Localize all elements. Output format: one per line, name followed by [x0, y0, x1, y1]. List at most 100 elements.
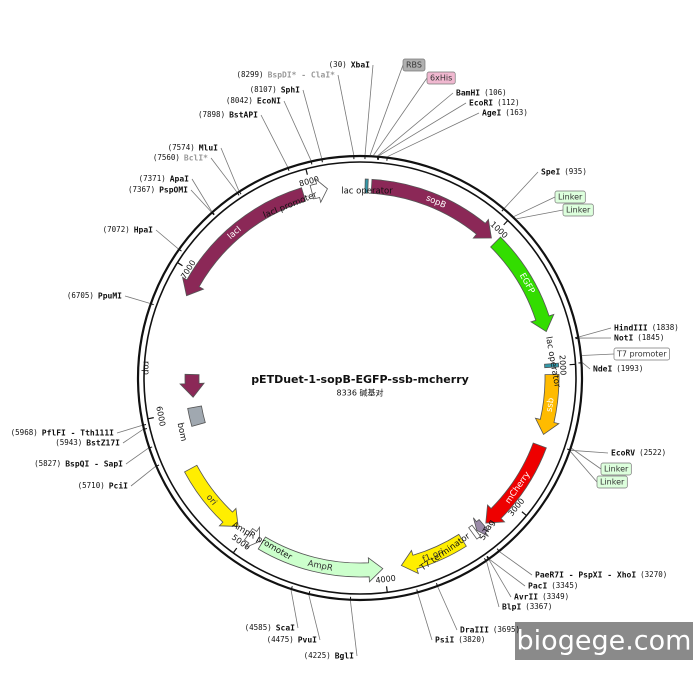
site-name: PciI [109, 481, 128, 491]
site-leader [437, 586, 458, 631]
site-leader [125, 447, 149, 465]
annotation-leader [513, 196, 556, 217]
feature-label: ssb [545, 397, 557, 413]
plasmid-length: 8336 碱基对 [337, 388, 384, 398]
site-tick [142, 428, 148, 430]
site-name: HpaI [134, 226, 153, 235]
site-tick [210, 211, 215, 216]
site-leader [122, 429, 144, 444]
annotation-label: Linker [600, 478, 625, 487]
site-position: (3820) [458, 635, 485, 644]
site-name: EcoNI [257, 97, 281, 106]
feature-arc [485, 442, 547, 524]
annotation-box [426, 71, 456, 85]
site-leader [570, 449, 609, 454]
annotation-label: RBS [406, 61, 422, 70]
feature-arc [544, 362, 560, 369]
site-name: AvrII [514, 593, 538, 602]
site-leader [283, 100, 312, 161]
feature-label: bom [175, 422, 189, 443]
feature-arc [534, 373, 560, 436]
site-tick [290, 586, 293, 591]
restriction-site: PciI (5710) [78, 464, 160, 491]
scale-tick [503, 220, 509, 226]
site-tick [496, 548, 501, 553]
site-position: (7898) [198, 110, 225, 119]
site-tick [501, 207, 505, 212]
scale-tick-label: 4000 [375, 574, 396, 585]
site-name: EcoRI [469, 99, 493, 108]
site-leader [579, 327, 612, 338]
restriction-site: NotI (1845) [575, 333, 664, 343]
restriction-site: BamHI (106) [376, 88, 507, 160]
feature-arc [468, 524, 482, 540]
site-position: (7367) [128, 185, 155, 194]
site-position: (6705) [67, 291, 94, 300]
site-name: PpuMI [98, 292, 122, 301]
site-name: NdeI [593, 365, 612, 374]
site-position: (5827) [34, 459, 61, 468]
annotation: 6xHis [373, 71, 456, 156]
annotation: Linker [570, 451, 628, 489]
feature-arc [181, 187, 307, 297]
scale-tick [305, 168, 308, 175]
annotation: RBS [369, 58, 426, 156]
watermark-box [515, 622, 693, 660]
site-name: SpeI [541, 168, 560, 177]
feature-label: lac operator [341, 187, 393, 197]
site-position: (4475) [267, 635, 294, 644]
restriction-site: DraIII (3695) [435, 583, 520, 635]
site-name: PvuI [298, 636, 317, 645]
annotation-leader [581, 353, 615, 356]
site-leader [302, 89, 323, 159]
scale-tick [385, 586, 388, 593]
annotation-label: Linker [566, 206, 591, 215]
site-tick [575, 337, 580, 340]
site-leader [260, 114, 289, 168]
site-name: PaeR7I - PspXI - XhoI [535, 571, 636, 580]
annotation-box [402, 58, 426, 72]
site-tick [238, 190, 242, 195]
site-position: (4225) [304, 651, 331, 660]
feature-arc [472, 517, 489, 537]
annotation-leader [571, 448, 602, 470]
site-leader [377, 92, 454, 157]
restriction-site: PflFI - Tth111I (5968) [11, 424, 147, 438]
scale-tick [177, 262, 183, 267]
annotation-label: Linker [558, 193, 583, 202]
site-position: (163) [505, 108, 528, 117]
site-leader [486, 561, 500, 608]
site-position: (3349) [542, 592, 569, 601]
site-position: (1838) [652, 323, 679, 332]
site-position: (7072) [103, 225, 130, 234]
site-name: EcoRV [611, 449, 635, 458]
site-tick [211, 211, 215, 215]
site-leader [124, 295, 150, 304]
site-leader [210, 157, 238, 193]
site-position: (7574) [168, 143, 195, 152]
feature-label: rop [141, 361, 151, 375]
restriction-site: NdeI (1993) [578, 362, 643, 374]
feature-arc [179, 373, 205, 398]
restriction-site: ScaI (4585) [245, 586, 299, 633]
site-name: XbaI [351, 61, 370, 70]
site-tick [416, 589, 419, 594]
site-tick [321, 158, 323, 163]
feature-arc [364, 178, 369, 194]
annotation-label: 6xHis [430, 74, 452, 83]
site-tick [567, 448, 572, 451]
site-position: (8299) [236, 70, 263, 79]
annotation-leader [516, 209, 564, 220]
annotation-leader [373, 77, 428, 156]
site-name: BlpI [502, 603, 521, 612]
restriction-site: EcoNI (8042) [226, 96, 313, 165]
site-tick [141, 424, 147, 426]
site-name: HindIII [614, 323, 648, 333]
restriction-site: SpeI (935) [501, 167, 587, 212]
site-leader [504, 171, 539, 209]
site-leader [337, 74, 355, 156]
site-position: (3367) [525, 602, 552, 611]
site-name: ScaI [276, 624, 295, 633]
site-tick [287, 166, 290, 171]
